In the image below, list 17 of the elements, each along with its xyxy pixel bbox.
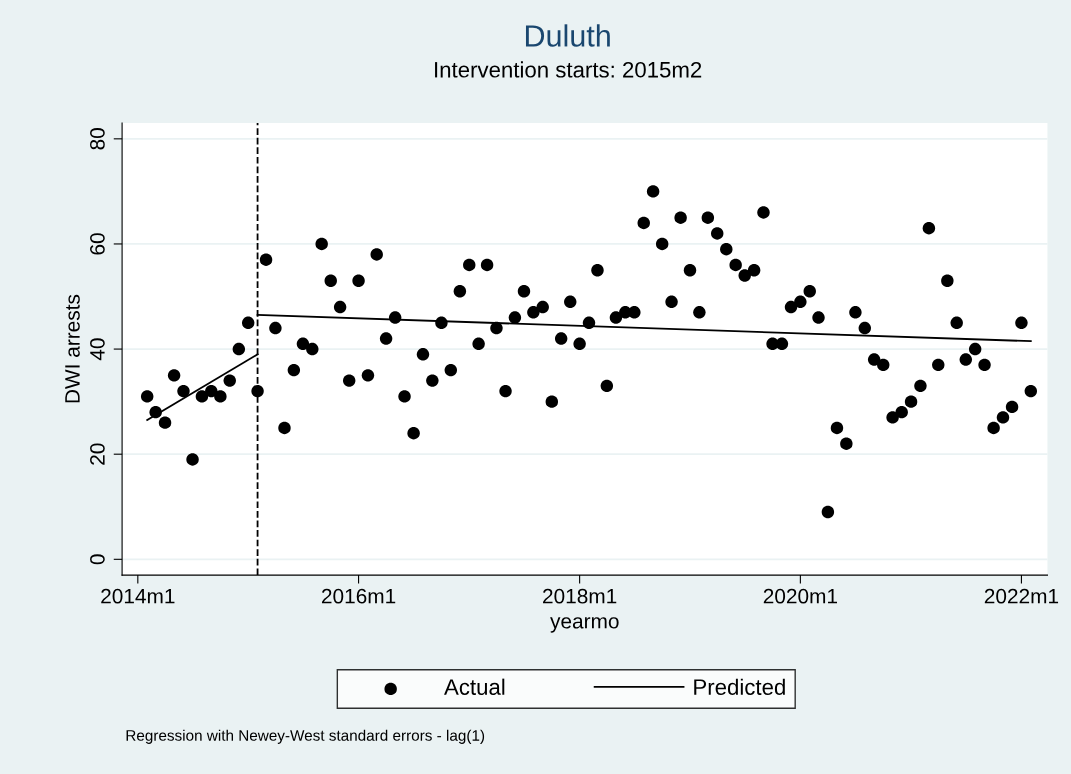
y-tick-label: 80: [90, 128, 105, 150]
y-tick-label: 40: [90, 338, 105, 361]
legend-label: Predicted: [694, 678, 785, 695]
x-tick-label: 2020m1: [763, 588, 838, 604]
x-axis-title: yearmo: [550, 617, 619, 633]
text: Regression with Newey-West standard errors - lag(1): [126, 729, 485, 744]
y-axis-title: DWI arrests: [65, 294, 80, 403]
x-tick-label: 2018m1: [543, 588, 617, 604]
chart-title: Duluth: [525, 24, 610, 47]
y-tick-label: 20: [90, 443, 105, 465]
y-tick-label: 60: [90, 233, 105, 255]
chart-subtitle: Intervention starts: 2015m2: [435, 61, 702, 78]
x-tick-label: 2016m1: [321, 588, 396, 604]
legend-label: Actual: [444, 678, 505, 695]
y-tick-label: 0: [90, 554, 105, 565]
x-tick-label: 2022m1: [984, 588, 1059, 604]
x-tick-label: 2014m1: [101, 588, 175, 604]
